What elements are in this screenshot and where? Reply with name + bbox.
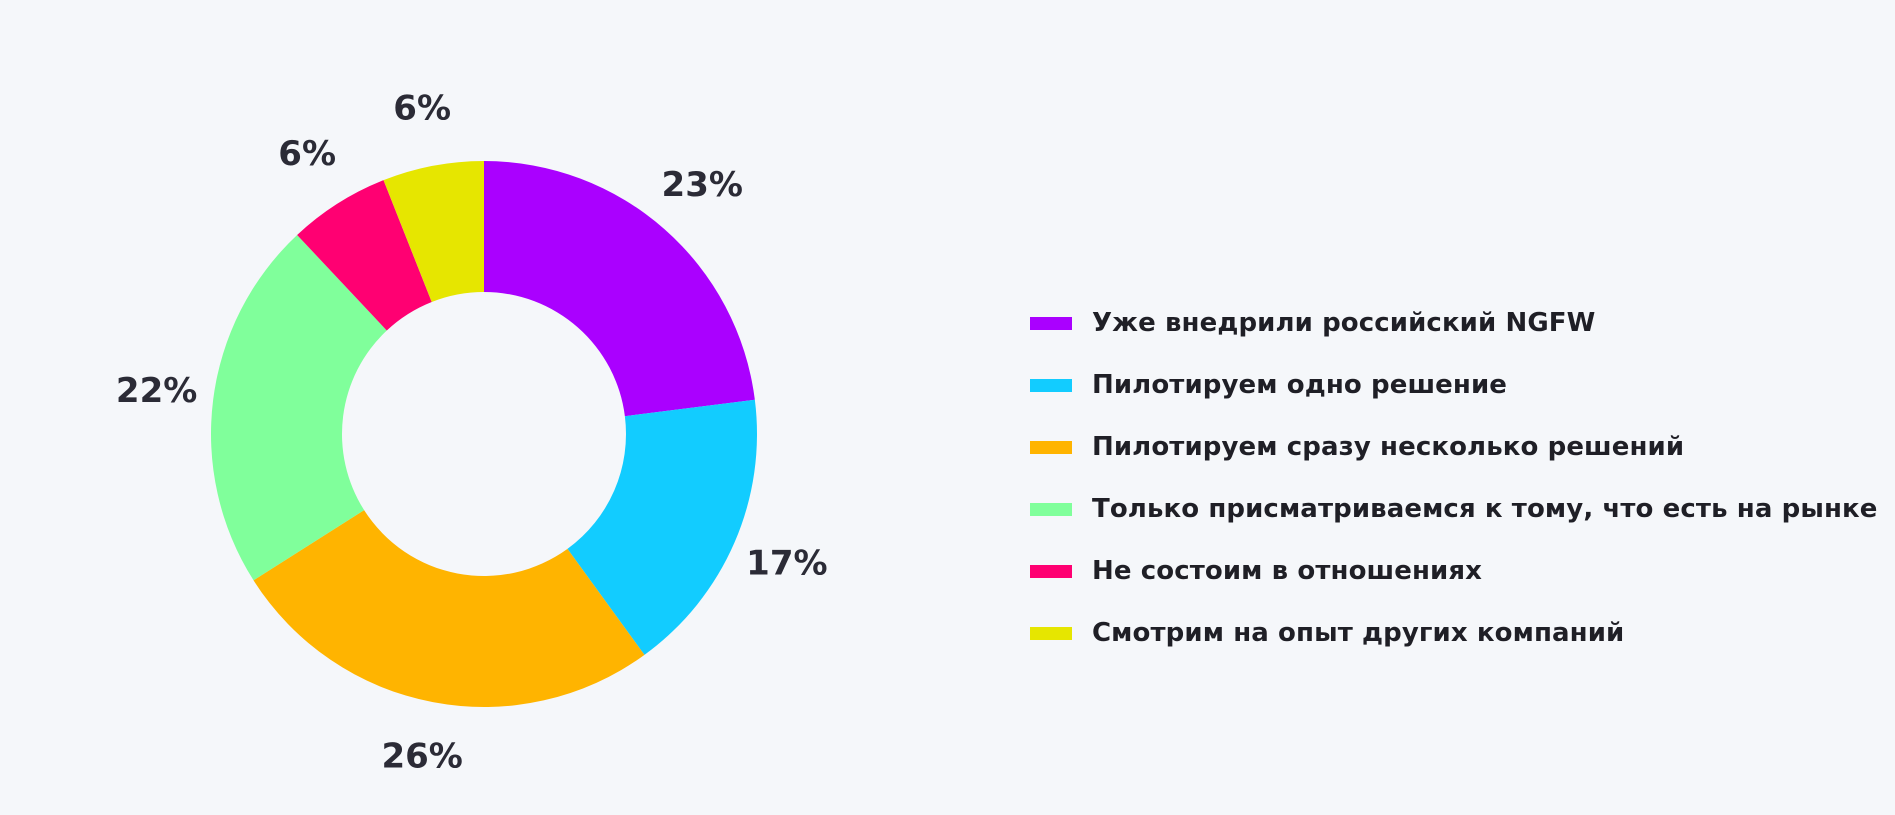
donut-slice[interactable] bbox=[567, 399, 757, 655]
legend-label: Только присматриваемся к тому, что есть … bbox=[1092, 494, 1878, 524]
legend-label: Не состоим в отношениях bbox=[1092, 556, 1483, 586]
legend-item[interactable]: Пилотируем сразу несколько решений bbox=[1030, 432, 1878, 462]
slice-value-label: 6% bbox=[393, 88, 451, 128]
donut-slice[interactable] bbox=[383, 161, 484, 302]
legend-swatch bbox=[1030, 440, 1072, 454]
legend-label: Уже внедрили российский NGFW bbox=[1092, 308, 1596, 338]
slice-value-label: 23% bbox=[662, 165, 743, 205]
slice-value-label: 6% bbox=[278, 134, 336, 174]
legend-swatch bbox=[1030, 626, 1072, 640]
legend-item[interactable]: Уже внедрили российский NGFW bbox=[1030, 308, 1878, 338]
slices-group bbox=[211, 161, 757, 708]
donut-slice[interactable] bbox=[211, 234, 387, 581]
donut-slice[interactable] bbox=[253, 510, 645, 708]
legend-swatch bbox=[1030, 378, 1072, 392]
legend-item[interactable]: Пилотируем одно решение bbox=[1030, 370, 1878, 400]
legend-item[interactable]: Только присматриваемся к тому, что есть … bbox=[1030, 494, 1878, 524]
legend: Уже внедрили российский NGFW Пилотируем … bbox=[1030, 308, 1878, 648]
legend-item[interactable]: Смотрим на опыт других компаний bbox=[1030, 618, 1878, 648]
legend-item[interactable]: Не состоим в отношениях bbox=[1030, 556, 1878, 586]
slice-value-label: 26% bbox=[381, 737, 462, 777]
slice-value-label: 17% bbox=[746, 544, 827, 584]
legend-label: Пилотируем сразу несколько решений bbox=[1092, 432, 1685, 462]
legend-swatch bbox=[1030, 316, 1072, 330]
legend-swatch bbox=[1030, 564, 1072, 578]
donut-slice[interactable] bbox=[484, 161, 755, 417]
value-labels-group: 23% 17% 26% 22% 6% 6% bbox=[116, 88, 828, 776]
slice-value-label: 22% bbox=[116, 371, 197, 411]
legend-swatch bbox=[1030, 502, 1072, 516]
legend-label: Смотрим на опыт других компаний bbox=[1092, 618, 1625, 648]
donut-chart: 23% 17% 26% 22% 6% 6% bbox=[116, 88, 828, 776]
legend-label: Пилотируем одно решение bbox=[1092, 370, 1508, 400]
donut-slice[interactable] bbox=[297, 180, 432, 331]
